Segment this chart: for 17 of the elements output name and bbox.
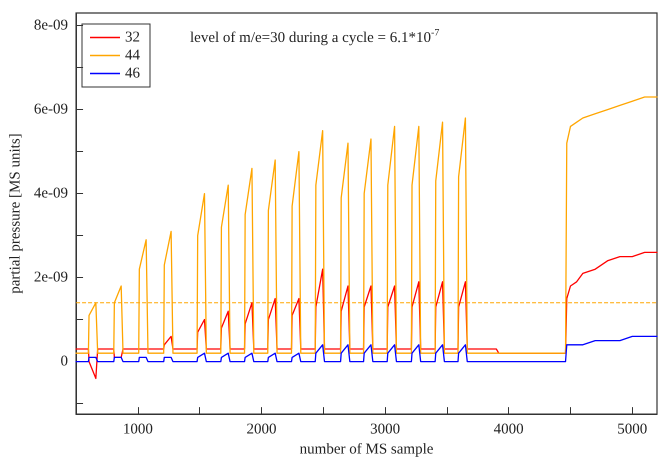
x-tick-label: 5000 (617, 422, 648, 438)
x-tick-label: 3000 (370, 422, 400, 438)
line-series (75, 336, 658, 362)
legend-label: 44 (125, 48, 140, 64)
x-tick-label: 1000 (122, 422, 153, 438)
y-tick-label: 8e-09 (34, 18, 68, 34)
legend-label: 46 (125, 66, 140, 82)
line-series (75, 96, 658, 354)
y-axis-title: partial pressure [MS units] (8, 133, 24, 294)
x-tick-label: 4000 (494, 422, 524, 438)
y-tick-label: 0 (60, 354, 68, 370)
y-tick-label: 4e-09 (34, 186, 68, 202)
y-tick-label: 6e-09 (34, 102, 68, 118)
x-tick-label: 2000 (246, 422, 276, 438)
y-tick-label: 2e-09 (34, 270, 68, 286)
legend-label: 32 (125, 30, 140, 46)
x-axis-title: number of MS sample (300, 442, 434, 458)
